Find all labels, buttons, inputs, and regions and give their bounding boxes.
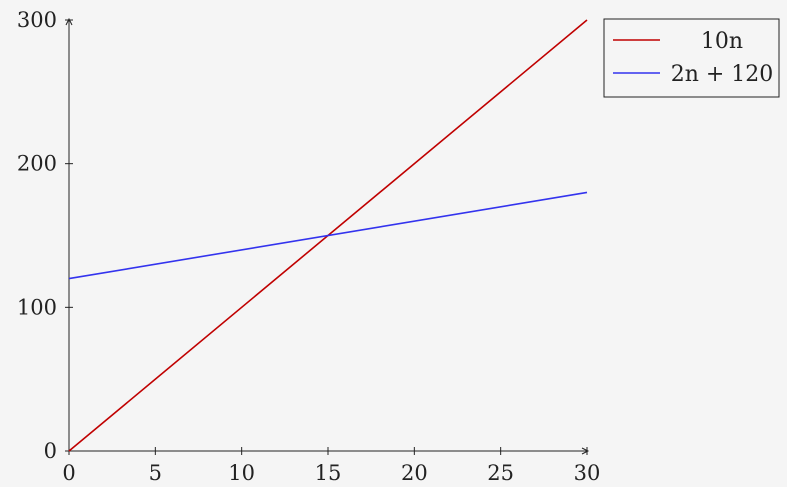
x-tick-label: 10 — [228, 461, 255, 485]
y-tick-label: 0 — [44, 439, 57, 463]
series-line — [68, 191, 588, 280]
x-tick-label: 20 — [401, 461, 428, 485]
y-tick-label: 100 — [17, 295, 57, 319]
y-tick-label: 200 — [17, 152, 57, 176]
x-tick-label: 30 — [574, 461, 601, 485]
x-tick-label: 5 — [149, 461, 162, 485]
y-tick-label: 300 — [17, 8, 57, 32]
legend-label: 10n — [701, 29, 743, 54]
legend: 10n 2n + 120 — [603, 18, 780, 98]
x-tick-label: 0 — [62, 461, 75, 485]
x-axis-arrow — [581, 447, 590, 455]
legend-box — [603, 18, 780, 98]
legend-label: 2n + 120 — [671, 62, 774, 87]
x-tick-label: 25 — [487, 461, 514, 485]
y-axis-arrow — [65, 17, 73, 26]
x-tick-label: 15 — [315, 461, 342, 485]
series-layer — [68, 19, 588, 452]
